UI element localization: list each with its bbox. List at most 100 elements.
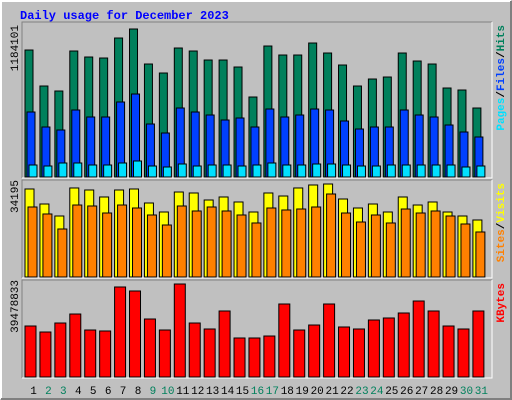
bar [84,329,97,378]
bar [266,207,277,278]
bar [173,283,186,378]
x-tick-label: 10 [161,386,174,398]
legend-entry: Hits [496,25,508,51]
bar [161,224,172,278]
bar [323,303,336,378]
bar [416,164,426,178]
bar [88,164,98,178]
bar [326,193,337,278]
bar [147,165,157,178]
x-tick-label: 16 [251,386,264,398]
legend-entry: Files [496,58,508,91]
bar [297,164,307,178]
bar [129,290,142,378]
bar [87,205,98,278]
x-tick-label: 3 [60,386,67,398]
x-tick-label: 4 [75,386,82,398]
bar [415,212,426,278]
bar [118,162,128,178]
bar [222,164,232,178]
x-tick-label: 22 [340,386,353,398]
bar [117,204,128,278]
bar [191,210,202,278]
bar [237,165,247,178]
x-tick-label: 9 [150,386,157,398]
bar [397,312,410,378]
panel-border-light [22,22,493,179]
bar [278,303,291,378]
bar [367,319,380,378]
bar [251,222,262,278]
y-tick-label: 1184101 [10,25,22,72]
bar [58,162,68,178]
legend-entry: Visits [496,183,508,223]
bar [43,165,53,178]
bar [42,213,53,278]
x-tick-label: 24 [370,386,384,398]
legend: Sites/Visits [496,183,508,262]
bar [281,209,292,278]
bar [102,212,113,278]
bar [146,214,157,278]
bar [103,164,113,178]
bar [312,163,322,178]
bar [177,163,187,178]
legend-separator: / [496,51,508,58]
x-tick-label: 30 [460,386,473,398]
bar [248,337,261,378]
x-tick-label: 2 [45,386,52,398]
legend-entry: Pages [496,98,508,131]
bar [72,204,83,278]
bar [206,206,217,278]
x-tick-label: 7 [120,386,127,398]
bar [341,212,352,278]
x-tick-label: 8 [135,386,142,398]
bar [143,318,156,378]
bar [158,329,171,378]
bar [457,328,470,378]
bar [338,326,351,378]
x-tick-label: 5 [90,386,97,398]
bar [203,328,216,378]
bar [355,221,366,278]
legend: KBytes [496,283,508,323]
bar [114,286,127,378]
x-tick-label: 19 [296,386,309,398]
legend-entry: KBytes [496,283,508,323]
bar [54,322,67,378]
panel-border-dark [21,179,492,278]
bar [221,210,232,278]
x-tick-label: 20 [311,386,324,398]
x-tick-label: 21 [325,386,339,398]
x-tick-label: 26 [400,386,413,398]
y-tick-label: 34195 [10,180,22,213]
bar [427,310,440,378]
bar [218,310,231,378]
bar [73,162,83,178]
x-tick-label: 11 [176,386,190,398]
x-tick-label: 13 [206,386,219,398]
panel-border-dark [21,279,492,378]
bar [308,324,321,378]
bar [430,210,441,278]
bar [176,205,187,278]
x-tick-label: 6 [105,386,112,398]
bar [370,214,381,278]
bar [386,164,396,178]
x-tick-label: 27 [415,386,428,398]
bar [352,328,365,378]
bar [356,165,366,178]
bar [472,310,485,378]
bar [327,163,337,178]
bar [162,166,172,178]
bar [267,162,277,178]
bar [132,207,143,278]
x-tick-label: 23 [355,386,368,398]
x-tick-label: 29 [445,386,458,398]
bar [460,223,471,278]
legend-separator: / [496,91,508,98]
bar [252,164,262,178]
bar [311,206,322,278]
